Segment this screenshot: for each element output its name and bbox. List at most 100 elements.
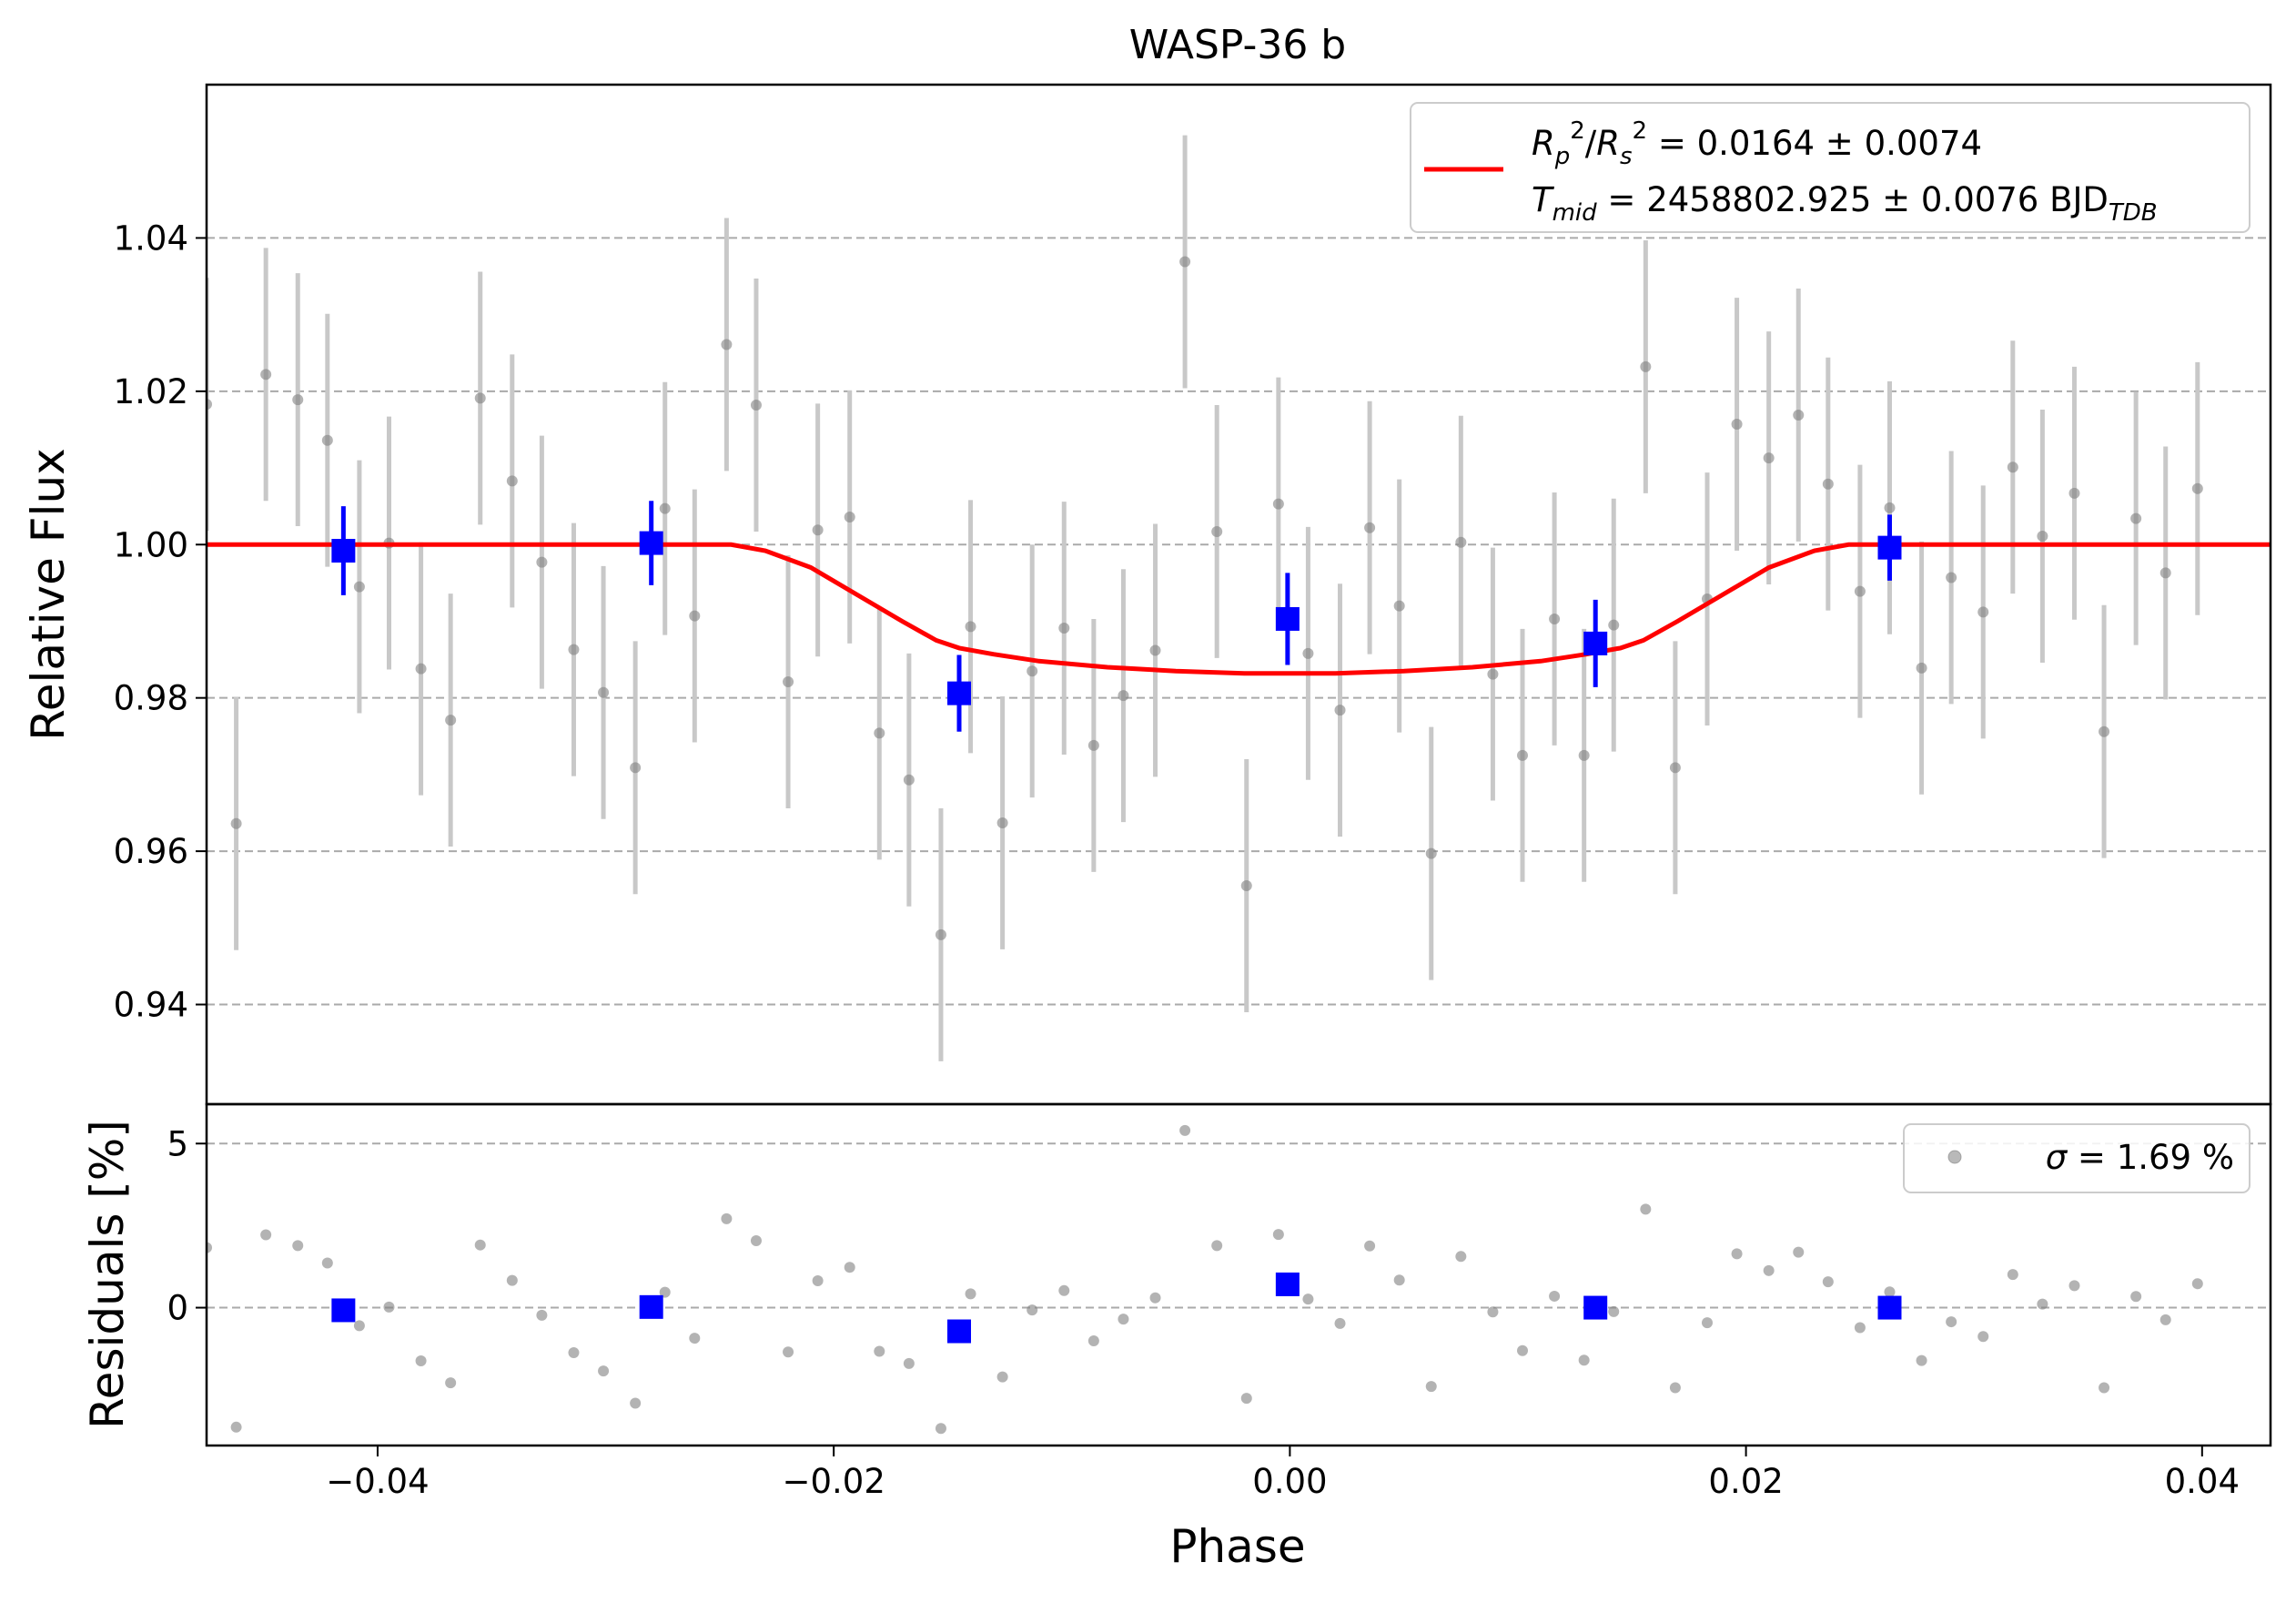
residual-point (874, 1345, 885, 1357)
raw-point (1884, 502, 1896, 513)
binned-residual-point (1583, 1295, 1608, 1320)
raw-point (1608, 619, 1620, 631)
residual-point (996, 1371, 1008, 1383)
raw-point (1487, 668, 1499, 680)
legend-sigma-marker (1947, 1150, 1962, 1164)
bottom-raw-points (207, 1124, 2203, 1435)
raw-point (1179, 256, 1191, 268)
residual-point (1179, 1124, 1191, 1136)
x-tick-label: −0.02 (782, 1462, 885, 1501)
residual-point (568, 1346, 580, 1358)
residual-point (965, 1288, 976, 1300)
residual-point (783, 1346, 794, 1358)
raw-point (415, 663, 427, 675)
residual-point (1608, 1305, 1620, 1317)
raw-point (630, 762, 642, 774)
bottom-binned-points (331, 1272, 1902, 1344)
top-panel: 0.94 0.96 0.98 1.00 1.02 1.04 Rp2/Rs2 = 0.016… (22, 83, 2272, 1106)
residual-point (1884, 1286, 1896, 1298)
residual-point (383, 1301, 395, 1313)
raw-point (1822, 478, 1834, 490)
bottom-panel: 05 σ = 1.69 % −0.04 −0.02 0.00 0.02 0.04 Res… (81, 1102, 2272, 1573)
raw-point (659, 502, 671, 514)
raw-point (1087, 739, 1099, 751)
residual-point (445, 1377, 457, 1389)
bottom-yticks: 05 (167, 1124, 207, 1328)
legend-model-line1: Rp2/Rs2 = 0.0164 ± 0.0074 (1532, 117, 1982, 170)
raw-point (783, 676, 794, 687)
raw-point (506, 475, 518, 487)
raw-point (1946, 572, 1957, 583)
residual-point (1302, 1294, 1314, 1305)
raw-point (874, 727, 885, 739)
residual-point (353, 1320, 365, 1332)
binned-point (947, 681, 972, 705)
residual-point (659, 1286, 671, 1298)
binned-point (331, 539, 356, 563)
raw-point (844, 511, 855, 522)
raw-point (1425, 847, 1437, 859)
raw-point (207, 399, 212, 411)
raw-point (2159, 567, 2171, 579)
bottom-axes-frame (205, 1102, 2272, 1447)
raw-point (1854, 585, 1866, 597)
raw-point (1272, 498, 1284, 510)
residual-point (1549, 1290, 1561, 1302)
top-binned-points (331, 501, 1902, 732)
raw-point (2068, 487, 2080, 499)
residual-point (1364, 1240, 1376, 1252)
residual-point (1640, 1203, 1652, 1215)
raw-point (1393, 600, 1405, 612)
binned-residual-point (1877, 1295, 1902, 1320)
residual-point (2068, 1280, 2080, 1292)
raw-point (689, 610, 701, 622)
binned-residual-point (947, 1319, 972, 1344)
raw-point (1455, 536, 1467, 548)
residual-point (1701, 1317, 1713, 1329)
raw-point (1549, 613, 1561, 624)
raw-point (1027, 665, 1038, 677)
residual-point (1334, 1317, 1346, 1329)
raw-point (996, 817, 1008, 828)
residual-point (2159, 1314, 2171, 1325)
residual-point (630, 1397, 642, 1409)
legend-model-line2: Tmid = 2458802.925 ± 0.0076 BJDTDB (1532, 180, 2158, 227)
top-ylabel: Relative Flux (22, 448, 75, 740)
raw-point (2130, 512, 2142, 524)
raw-point (1118, 690, 1129, 702)
x-tick-label: 0.02 (1708, 1462, 1783, 1501)
residual-point (1425, 1381, 1437, 1393)
residual-point (1487, 1306, 1499, 1318)
binned-residual-point (639, 1294, 663, 1319)
residual-point (1087, 1334, 1099, 1346)
raw-point (2037, 531, 2048, 542)
raw-point (2007, 462, 2018, 473)
binned-point (1275, 606, 1300, 631)
raw-point (292, 394, 304, 406)
top-yticks: 0.94 0.96 0.98 1.00 1.02 1.04 (114, 218, 207, 1025)
residual-point (207, 1242, 212, 1253)
residual-point (1854, 1322, 1866, 1334)
top-ytick-label: 0.94 (114, 986, 188, 1025)
raw-point (965, 621, 976, 633)
residual-point (812, 1274, 824, 1286)
residual-point (506, 1274, 518, 1286)
residual-point (689, 1333, 701, 1344)
raw-point (1211, 525, 1223, 537)
model-curve (207, 542, 2271, 676)
raw-point (1302, 647, 1314, 659)
residual-point (721, 1212, 733, 1224)
residual-point (1272, 1229, 1284, 1241)
binned-residual-point (331, 1298, 356, 1323)
raw-point (750, 400, 762, 411)
raw-point (321, 434, 333, 446)
raw-point (721, 339, 733, 350)
top-ytick-label: 1.04 (114, 218, 188, 258)
x-tick-label: 0.00 (1252, 1462, 1327, 1501)
residual-point (2191, 1278, 2203, 1290)
bottom-legend-box (1903, 1123, 2250, 1193)
raw-point (536, 556, 548, 568)
x-tick-label: 0.04 (2165, 1462, 2240, 1501)
raw-point (1763, 452, 1775, 464)
